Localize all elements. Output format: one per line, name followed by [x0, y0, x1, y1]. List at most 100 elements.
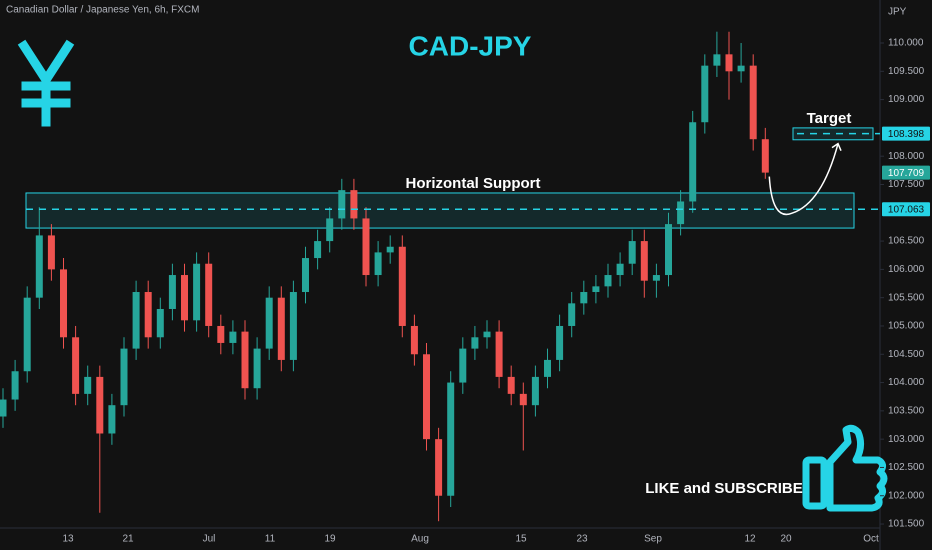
- candle: [761, 127, 769, 179]
- candle-body: [0, 399, 7, 417]
- candle: [713, 31, 721, 77]
- support-zone: [25, 192, 855, 229]
- candle-body: [761, 139, 769, 173]
- candle: [374, 241, 382, 287]
- y-tick-label: 109.000: [888, 94, 925, 105]
- candle-body: [193, 263, 201, 321]
- candle-body: [749, 65, 757, 140]
- y-tick-label: 105.000: [888, 321, 925, 332]
- candle-body: [205, 263, 213, 326]
- candle: [11, 359, 19, 411]
- candle: [628, 229, 636, 276]
- candle: [265, 286, 273, 360]
- candle: [108, 393, 116, 445]
- candle: [0, 388, 7, 428]
- candle: [507, 365, 515, 406]
- x-tick-label: 12: [744, 534, 756, 545]
- y-tick-label: 104.500: [888, 349, 925, 360]
- candle-body: [640, 241, 648, 281]
- price-label: 108.398: [888, 129, 925, 140]
- candle-body: [568, 303, 576, 326]
- candle-body: [72, 337, 80, 394]
- candle-body: [689, 122, 697, 202]
- candle-body: [84, 376, 92, 394]
- candle: [23, 286, 31, 383]
- candle-body: [713, 54, 721, 66]
- candle-body: [737, 65, 745, 72]
- candle-body: [326, 218, 334, 242]
- candle-body: [23, 297, 31, 372]
- candle-body: [701, 65, 709, 123]
- candle-body: [47, 235, 55, 270]
- candle-body: [350, 190, 358, 219]
- cta-label: LIKE and SUBSCRIBE: [645, 480, 803, 497]
- candle-body: [265, 297, 273, 349]
- candle: [483, 320, 491, 349]
- candle: [386, 235, 394, 264]
- y-tick-label: 105.500: [888, 292, 925, 303]
- candle-body: [398, 246, 406, 326]
- price-label: 107.063: [888, 204, 925, 215]
- candle: [592, 275, 600, 304]
- candle: [665, 212, 672, 287]
- target-zone: [792, 127, 874, 141]
- x-tick-label: Jul: [203, 534, 216, 545]
- candle: [72, 325, 80, 406]
- candle: [277, 286, 285, 372]
- y-tick-label: 102.500: [888, 462, 925, 473]
- candle-body: [447, 382, 455, 496]
- candle-body: [556, 325, 564, 360]
- candle: [556, 314, 564, 372]
- candle-body: [471, 337, 479, 349]
- y-tick-label: 103.000: [888, 434, 925, 445]
- x-tick-label: 23: [576, 534, 588, 545]
- yen-icon: [17, 39, 75, 127]
- price-label-box: [882, 165, 930, 180]
- candle-body: [386, 246, 394, 253]
- candle-body: [677, 201, 685, 225]
- candle: [96, 365, 104, 513]
- candle: [120, 337, 128, 417]
- candle: [229, 320, 237, 355]
- candle: [241, 320, 249, 400]
- candle-body: [604, 275, 612, 287]
- candle-body: [544, 359, 551, 377]
- candle-body: [229, 331, 237, 343]
- candle-body: [60, 269, 67, 338]
- candle-body: [362, 218, 370, 276]
- candle: [289, 280, 297, 372]
- candle: [640, 229, 648, 298]
- chart-title: CAD-JPY: [409, 30, 532, 61]
- y-tick-label: 103.500: [888, 405, 925, 416]
- candle: [447, 371, 455, 508]
- candle: [156, 297, 164, 349]
- price-label-box: [882, 126, 930, 141]
- candle-body: [181, 275, 188, 321]
- candle: [217, 314, 225, 355]
- candle-body: [35, 235, 43, 298]
- candle-body: [11, 371, 19, 400]
- candle: [568, 292, 576, 338]
- candle-body: [725, 54, 733, 72]
- candle-body: [616, 263, 624, 276]
- candle-body: [132, 292, 140, 349]
- y-tick-label: 109.500: [888, 66, 925, 77]
- candle-body: [338, 190, 346, 219]
- candle-body: [96, 376, 104, 434]
- candle-body: [374, 252, 382, 276]
- candle-body: [435, 439, 443, 496]
- price-label-box: [882, 202, 930, 217]
- currency-label: JPY: [888, 7, 907, 18]
- candle: [362, 207, 370, 287]
- candle-body: [120, 348, 128, 406]
- y-tick-label: 106.500: [888, 236, 925, 247]
- candle-body: [156, 308, 164, 338]
- candle: [181, 263, 188, 332]
- projection-arrowhead: [831, 142, 842, 151]
- candle-body: [277, 297, 285, 360]
- candle-body: [592, 286, 600, 293]
- candle-body: [652, 275, 660, 281]
- y-tick-label: 101.500: [888, 519, 925, 530]
- candle: [302, 246, 309, 304]
- x-tick-label: 20: [780, 534, 792, 545]
